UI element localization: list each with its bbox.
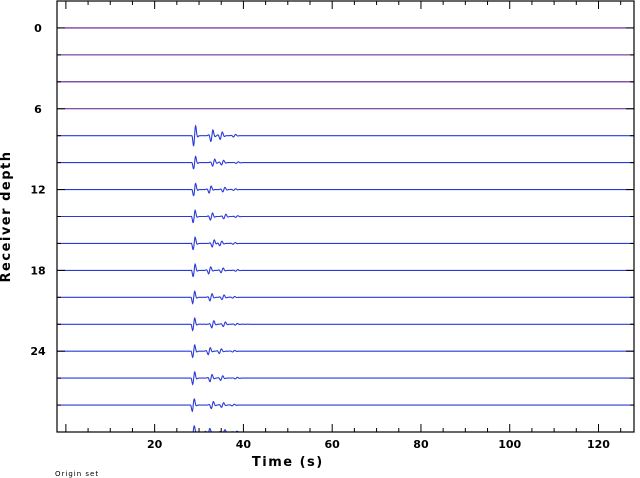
y-tick-label: 0 [34,22,42,35]
x-tick-label: 20 [147,438,163,451]
x-tick-label: 120 [587,438,610,451]
ticks-layer: 20 40 60 80 100 120 0 6 12 18 24 [30,1,634,451]
x-tick-label: 60 [325,438,341,451]
y-tick-label: 24 [30,345,46,358]
trace-line [57,370,634,386]
trace-line [57,124,634,147]
trace-line [57,343,634,359]
trace-line [57,155,634,170]
trace-line [57,290,634,305]
x-axis-title: Time (s) [252,455,324,470]
y-axis-title: Receiver depth [0,151,14,283]
trace-line [57,398,634,413]
trace-line [57,262,634,278]
x-tick-label: 40 [236,438,252,451]
trace-line [57,208,634,224]
trace-line [57,316,634,332]
x-tick-label: 100 [498,438,521,451]
trace-line [57,236,634,251]
trace-line [57,182,634,197]
y-tick-label: 12 [30,184,45,197]
y-tick-label: 6 [34,103,42,116]
footer-note: Origin set [55,470,99,478]
x-tick-label: 80 [413,438,429,451]
y-tick-label: 18 [30,264,45,277]
traces-layer [57,27,634,432]
